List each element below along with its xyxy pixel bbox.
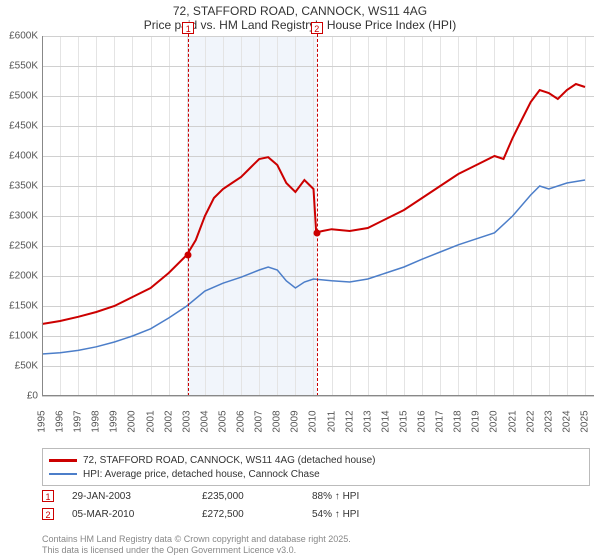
x-tick-label: 2005 [217, 410, 228, 432]
x-tick-label: 2019 [471, 410, 482, 432]
y-tick-label: £250K [0, 241, 38, 252]
plot-region: 12 1995199619971998199920002001200220032… [42, 36, 594, 396]
legend: 72, STAFFORD ROAD, CANNOCK, WS11 4AG (de… [42, 448, 590, 486]
y-tick-label: £600K [0, 31, 38, 42]
x-tick-label: 2001 [145, 410, 156, 432]
x-tick-label: 2018 [453, 410, 464, 432]
line-series [42, 36, 594, 396]
x-tick-label: 2022 [525, 410, 536, 432]
chart-title: 72, STAFFORD ROAD, CANNOCK, WS11 4AG Pri… [0, 0, 600, 34]
x-tick-label: 2017 [435, 410, 446, 432]
event-price: £235,000 [202, 491, 312, 502]
x-tick-label: 2011 [326, 411, 337, 433]
event-row: 2 05-MAR-2010 £272,500 54% ↑ HPI [42, 505, 432, 523]
x-tick-label: 2020 [489, 410, 500, 432]
y-tick-label: £350K [0, 181, 38, 192]
x-tick-label: 2025 [579, 410, 590, 432]
x-tick-label: 2014 [380, 410, 391, 432]
y-tick-label: £50K [0, 361, 38, 372]
x-tick-label: 2012 [344, 410, 355, 432]
x-tick-label: 2015 [398, 410, 409, 432]
y-tick-label: £500K [0, 91, 38, 102]
x-tick-label: 1998 [91, 410, 102, 432]
x-tick-label: 2009 [290, 410, 301, 432]
x-tick-label: 2007 [254, 410, 265, 432]
x-tick-label: 2002 [163, 410, 174, 432]
attribution-line: Contains HM Land Registry data © Crown c… [42, 534, 351, 545]
x-tick-label: 1996 [55, 410, 66, 432]
y-tick-label: £300K [0, 211, 38, 222]
x-tick-label: 1995 [37, 410, 48, 432]
legend-swatch [49, 459, 77, 462]
x-tick-label: 2004 [199, 410, 210, 432]
x-tick-label: 1999 [109, 410, 120, 432]
x-tick-label: 2008 [272, 410, 283, 432]
event-point [185, 252, 192, 259]
attribution-line: This data is licensed under the Open Gov… [42, 545, 351, 556]
chart-area: 12 1995199619971998199920002001200220032… [0, 36, 600, 424]
x-tick-label: 2023 [543, 410, 554, 432]
event-price: £272,500 [202, 509, 312, 520]
event-marker-icon: 2 [311, 22, 323, 34]
y-tick-label: £150K [0, 301, 38, 312]
x-tick-label: 2013 [362, 410, 373, 432]
attribution: Contains HM Land Registry data © Crown c… [42, 534, 351, 556]
event-point [313, 229, 320, 236]
legend-row: HPI: Average price, detached house, Cann… [49, 467, 583, 481]
y-tick-label: £100K [0, 331, 38, 342]
x-tick-label: 2003 [181, 410, 192, 432]
event-marker-icon: 2 [42, 508, 54, 520]
y-tick-label: £400K [0, 151, 38, 162]
y-tick-label: £550K [0, 61, 38, 72]
series-hpi [42, 180, 585, 354]
x-tick-label: 2024 [561, 410, 572, 432]
legend-label: 72, STAFFORD ROAD, CANNOCK, WS11 4AG (de… [83, 455, 376, 466]
x-tick-label: 2000 [127, 410, 138, 432]
event-date: 29-JAN-2003 [72, 491, 202, 502]
title-line1: 72, STAFFORD ROAD, CANNOCK, WS11 4AG [0, 4, 600, 18]
legend-row: 72, STAFFORD ROAD, CANNOCK, WS11 4AG (de… [49, 453, 583, 467]
y-tick-label: £0 [0, 391, 38, 402]
y-tick-label: £200K [0, 271, 38, 282]
events-table: 1 29-JAN-2003 £235,000 88% ↑ HPI 2 05-MA… [42, 487, 432, 523]
x-tick-label: 1997 [73, 410, 84, 432]
x-tick-label: 2016 [417, 410, 428, 432]
title-line2: Price paid vs. HM Land Registry's House … [0, 18, 600, 32]
event-hpi: 88% ↑ HPI [312, 491, 432, 502]
event-marker-icon: 1 [182, 22, 194, 34]
x-tick-label: 2006 [236, 410, 247, 432]
x-axis [42, 395, 594, 396]
x-tick-label: 2021 [507, 410, 518, 432]
legend-swatch [49, 473, 77, 475]
event-hpi: 54% ↑ HPI [312, 509, 432, 520]
y-axis [42, 36, 43, 396]
series-price_paid [42, 84, 585, 324]
legend-label: HPI: Average price, detached house, Cann… [83, 469, 320, 480]
y-tick-label: £450K [0, 121, 38, 132]
x-tick-label: 2010 [308, 410, 319, 432]
event-row: 1 29-JAN-2003 £235,000 88% ↑ HPI [42, 487, 432, 505]
event-date: 05-MAR-2010 [72, 509, 202, 520]
event-marker-icon: 1 [42, 490, 54, 502]
